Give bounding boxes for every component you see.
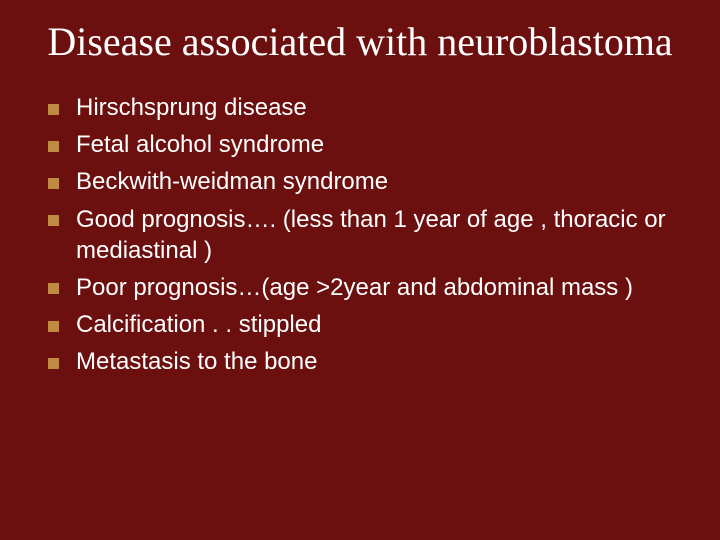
- list-item: Beckwith-weidman syndrome: [48, 166, 680, 197]
- list-item: Fetal alcohol syndrome: [48, 129, 680, 160]
- slide: Disease associated with neuroblastoma Hi…: [0, 0, 720, 540]
- list-item: Calcification . . stippled: [48, 309, 680, 340]
- list-item: Hirschsprung disease: [48, 92, 680, 123]
- list-item: Poor prognosis…(age >2year and abdominal…: [48, 272, 680, 303]
- list-item: Good prognosis…. (less than 1 year of ag…: [48, 204, 680, 266]
- bullet-list: Hirschsprung disease Fetal alcohol syndr…: [30, 92, 690, 378]
- list-item: Metastasis to the bone: [48, 346, 680, 377]
- slide-title: Disease associated with neuroblastoma: [30, 20, 690, 64]
